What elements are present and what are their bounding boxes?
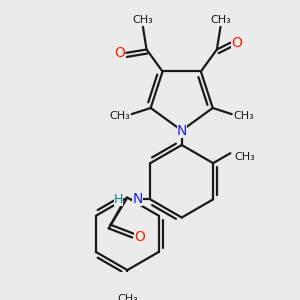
Text: CH₃: CH₃ — [234, 152, 255, 162]
Text: CH₃: CH₃ — [117, 294, 138, 300]
Text: CH₃: CH₃ — [210, 15, 231, 25]
Text: O: O — [114, 46, 125, 60]
Text: H: H — [114, 193, 123, 206]
Text: N: N — [132, 192, 143, 206]
Text: CH₃: CH₃ — [133, 15, 153, 25]
Text: CH₃: CH₃ — [109, 111, 130, 121]
Text: N: N — [176, 124, 187, 137]
Text: O: O — [231, 36, 242, 50]
Text: CH₃: CH₃ — [233, 111, 254, 121]
Text: O: O — [134, 230, 145, 244]
